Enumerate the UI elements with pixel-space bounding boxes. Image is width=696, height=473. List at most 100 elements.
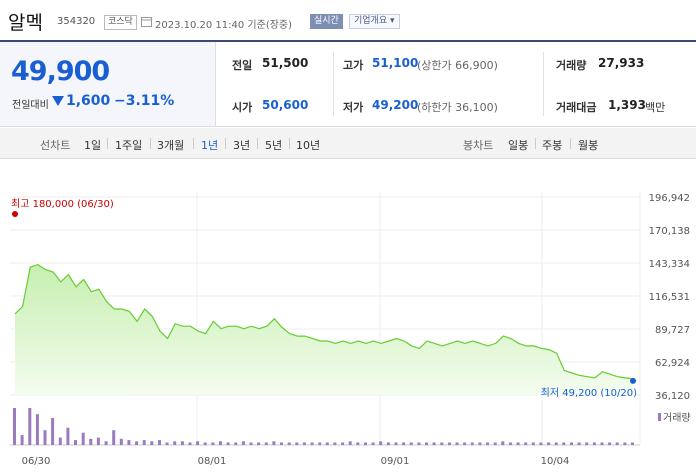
upper-limit: (상한가 66,900) (417, 59, 498, 72)
volume-bar (142, 440, 146, 445)
volume-bar (280, 442, 283, 445)
prev-close-label: 전일 (232, 59, 253, 72)
period-selector: 선차트 1일 1주일 3개월 1년 3년 5년 10년 봉차트 일봉 주봉 월봉 (0, 128, 696, 159)
volume-bar (577, 442, 581, 445)
volume-bar (257, 442, 261, 445)
volume-bar (211, 442, 215, 445)
volume-bar (539, 442, 543, 445)
candle-monthly[interactable]: 월봉 (578, 139, 599, 152)
volume-label: 거래량 (556, 59, 587, 72)
high-annotation: 최고 180,000 (06/30) (11, 198, 114, 210)
volume-bar (165, 442, 169, 445)
volume-bar (371, 442, 375, 445)
volume-bar (409, 442, 413, 445)
low-label: 저가 (343, 101, 364, 114)
volume-bar (234, 442, 238, 445)
volume-bar (478, 442, 482, 445)
calendar-icon (141, 17, 152, 27)
period-1w[interactable]: 1주일 (115, 139, 143, 152)
volume-bar (524, 442, 528, 445)
volume-bar (570, 442, 573, 445)
volume-bar (386, 442, 390, 445)
volume-bar (104, 441, 108, 445)
volume-bar (554, 442, 558, 445)
volume-bar (173, 441, 177, 445)
volume-bar (28, 408, 32, 445)
period-10y[interactable]: 10년 (296, 139, 321, 152)
period-5y[interactable]: 5년 (265, 139, 283, 152)
x-tick-label: 08/01 (198, 456, 227, 467)
divider (150, 138, 151, 149)
high-label: 고가 (343, 59, 364, 72)
market-badge: 코스닥 (104, 15, 137, 30)
divider (289, 138, 290, 149)
price-line (14, 263, 634, 380)
company-info-button[interactable]: 기업개요 ▾ (349, 14, 400, 29)
volume-bar (287, 442, 291, 445)
volume-bar (417, 442, 421, 445)
volume-bar (615, 442, 619, 445)
volume-bar (432, 442, 436, 445)
period-1d[interactable]: 1일 (84, 139, 102, 152)
low-value: 49,200 (372, 98, 419, 112)
candle-chart-label: 봉차트 (463, 139, 494, 152)
volume-bar (81, 432, 85, 445)
volume-bar (470, 442, 474, 445)
realtime-badge[interactable]: 실시간 (310, 14, 343, 29)
volume-bar (310, 442, 314, 445)
price-box: 49,900 전일대비 1,600 −3.11% (0, 42, 216, 126)
divider (225, 138, 226, 149)
volume-bar (600, 442, 604, 445)
volume-bar (58, 437, 62, 445)
volume-bar (486, 442, 489, 445)
volume-bar (35, 414, 39, 445)
volume-bar (226, 442, 230, 445)
volume-bar (508, 442, 512, 445)
volume-bar (13, 408, 16, 445)
divider (570, 138, 571, 149)
candle-weekly[interactable]: 주봉 (542, 139, 563, 152)
volume-bar (463, 442, 467, 445)
volume-bar (623, 442, 627, 445)
volume-bar (295, 442, 299, 445)
volume-bar (425, 442, 428, 445)
y-tick-label: 196,942 (649, 193, 690, 204)
volume-bar (325, 442, 329, 445)
candle-daily[interactable]: 일봉 (508, 139, 529, 152)
volume-bar (631, 442, 634, 445)
volume-legend: 거래량 (663, 412, 691, 424)
volume-bar (203, 442, 207, 445)
volume-bar (188, 442, 192, 445)
volume-bar (119, 438, 123, 445)
volume-bar (394, 442, 398, 445)
quote-summary: 49,900 전일대비 1,600 −3.11% 전일 51,500 시가 50… (0, 42, 696, 127)
stock-name: 알멕 (8, 12, 43, 34)
volume-bar (112, 430, 116, 445)
period-3y[interactable]: 3년 (233, 139, 251, 152)
x-tick-label: 06/30 (22, 456, 51, 467)
volume-bar (158, 440, 161, 445)
price-area (15, 264, 633, 395)
down-arrow-icon (52, 96, 64, 106)
change-label: 전일대비 (12, 100, 49, 111)
trade-value-label: 거래대금 (556, 101, 597, 114)
y-tick-label: 116,531 (649, 292, 690, 303)
volume-value: 27,933 (598, 56, 645, 70)
period-1y[interactable]: 1년 (201, 139, 219, 152)
volume-bar (592, 442, 596, 445)
volume-bar (547, 442, 551, 445)
volume-bar (89, 438, 93, 445)
volume-bar (379, 441, 383, 445)
price-chart[interactable]: 196,942 170,138 143,334 116,531 89,727 62,924… (0, 180, 696, 473)
volume-legend-swatch (658, 413, 661, 421)
timestamp: 2023.10.20 11:40 기준(장중) (155, 20, 293, 31)
volume-bar (455, 442, 459, 445)
line-chart-label: 선차트 (40, 139, 71, 152)
stock-code: 354320 (57, 16, 96, 27)
volume-bar (51, 417, 55, 445)
volume-bar (562, 442, 566, 445)
divider (107, 138, 108, 149)
period-3m[interactable]: 3개월 (157, 139, 185, 152)
volume-bar (150, 441, 154, 445)
x-tick-label: 09/01 (381, 456, 410, 467)
